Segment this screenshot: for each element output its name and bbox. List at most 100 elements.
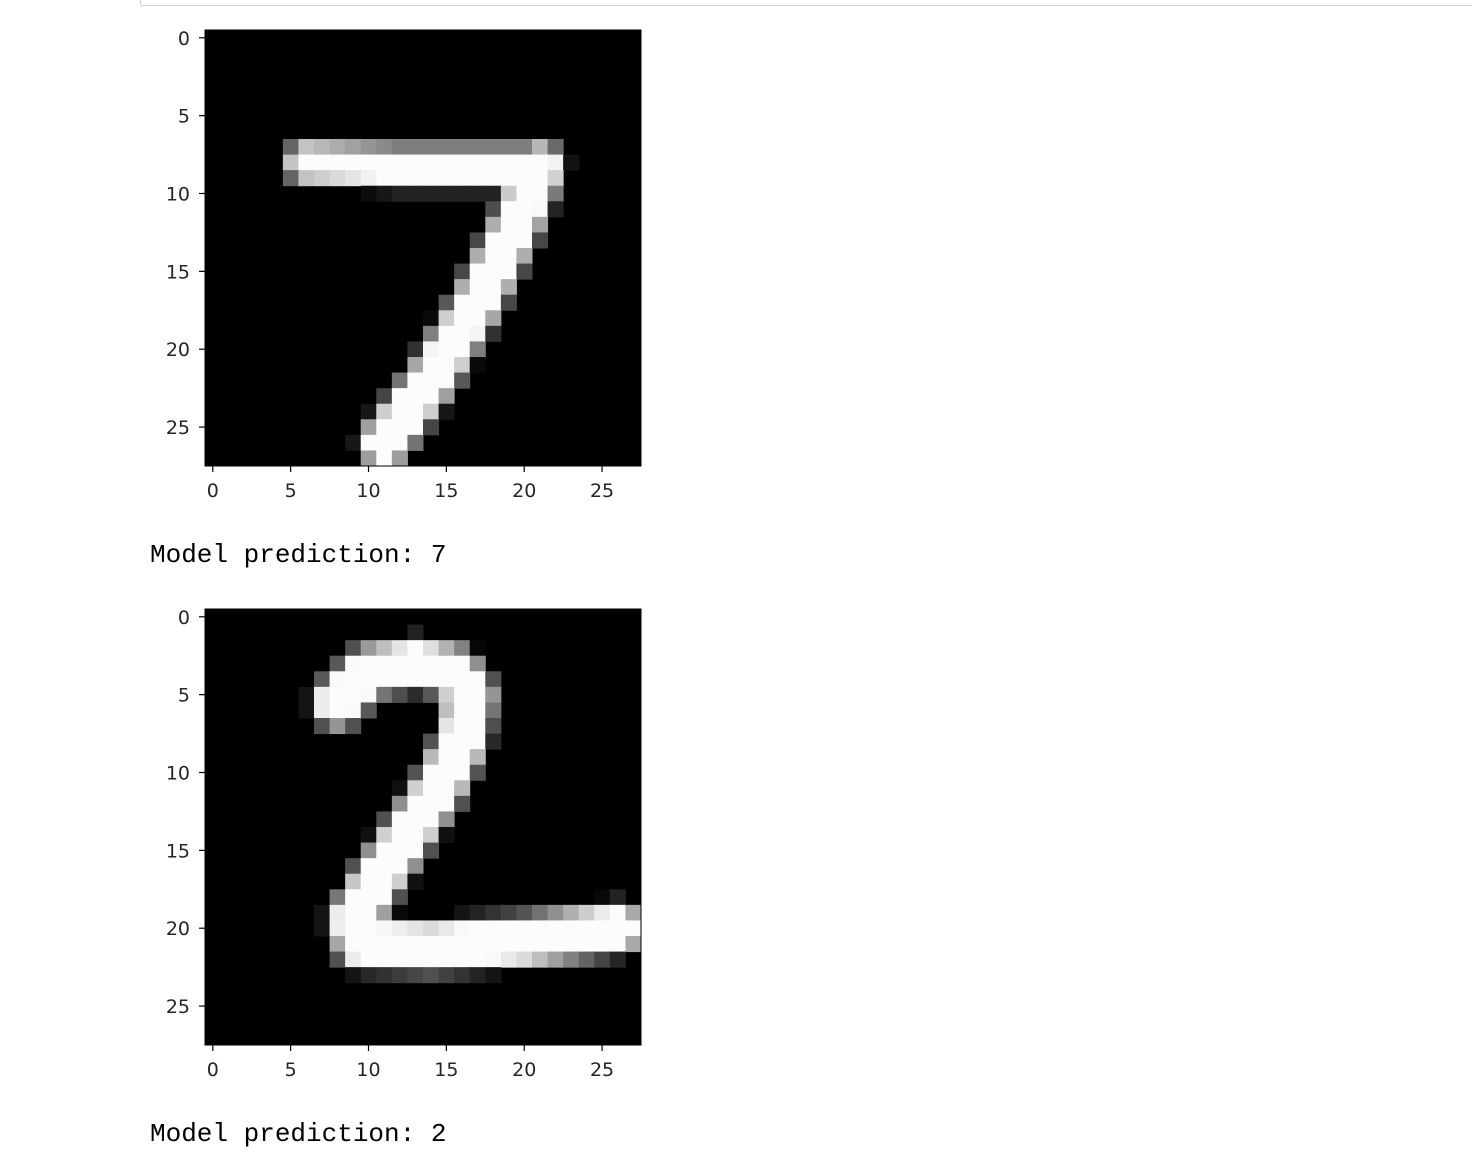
heatmap-cell	[454, 718, 471, 735]
heatmap-cell	[469, 310, 486, 327]
heatmap-cell	[360, 185, 377, 202]
heatmap-cell	[345, 655, 362, 672]
heatmap-cell	[345, 873, 362, 890]
heatmap-cell	[469, 279, 486, 296]
heatmap-cell	[532, 185, 549, 202]
heatmap-cell	[454, 795, 471, 812]
heatmap-cell	[454, 170, 471, 187]
heatmap-cell	[485, 279, 502, 296]
heatmap-cell	[423, 811, 440, 828]
y-tick-label: 20	[166, 918, 190, 940]
heatmap-cell	[454, 780, 471, 797]
heatmap-cell	[391, 967, 408, 984]
heatmap-cell	[423, 967, 440, 984]
heatmap-cell	[329, 655, 346, 672]
heatmap-cell	[360, 858, 377, 875]
heatmap-cell	[438, 294, 455, 311]
heatmap-cell	[516, 936, 533, 953]
heatmap-cell	[547, 154, 564, 171]
heatmap-cell	[516, 232, 533, 249]
heatmap-cell	[485, 216, 502, 233]
heatmap-cell	[407, 858, 424, 875]
heatmap-cell	[423, 357, 440, 374]
heatmap-cell	[360, 920, 377, 937]
heatmap-cell	[407, 764, 424, 781]
heatmap-cell	[532, 216, 549, 233]
heatmap-cell	[469, 749, 486, 766]
heatmap-cell	[469, 185, 486, 202]
heatmap-cell	[516, 216, 533, 233]
heatmap-cell	[500, 201, 517, 218]
heatmap-cell	[407, 967, 424, 984]
heatmap-cell	[360, 936, 377, 953]
heatmap-cell	[469, 640, 486, 657]
heatmap-cell	[376, 640, 393, 657]
heatmap-cell	[345, 936, 362, 953]
heatmap-cell	[360, 951, 377, 968]
heatmap-cell	[329, 139, 346, 156]
heatmap-cell	[438, 403, 455, 420]
heatmap-cell	[469, 357, 486, 374]
heatmap-cell	[454, 341, 471, 358]
heatmap-cell	[563, 904, 580, 921]
heatmap-cell	[454, 671, 471, 688]
heatmap-cell	[423, 780, 440, 797]
heatmap-cell	[329, 154, 346, 171]
heatmap-cell	[438, 655, 455, 672]
heatmap-cell	[423, 139, 440, 156]
heatmap-cell	[469, 294, 486, 311]
heatmap-cell	[376, 450, 393, 467]
heatmap-cell	[360, 967, 377, 984]
heatmap-cell	[438, 749, 455, 766]
heatmap-cell	[360, 827, 377, 844]
heatmap-cell	[391, 671, 408, 688]
heatmap-cell	[547, 920, 564, 937]
heatmap-cell	[407, 154, 424, 171]
heatmap-cell	[391, 403, 408, 420]
heatmap-cell	[438, 185, 455, 202]
heatmap-cell	[391, 686, 408, 703]
heatmap-cell	[594, 951, 611, 968]
x-tick-label: 15	[434, 1059, 458, 1081]
heatmap-cell	[376, 920, 393, 937]
heatmap-cell	[345, 170, 362, 187]
digit-7-heatmap: 0 5 10 15 20 25 0 5 10 15 20 25	[166, 28, 642, 502]
heatmap-cell	[376, 170, 393, 187]
digit-image-plot-1: 0 5 10 15 20 25 0 5 10 15 20 25	[150, 26, 670, 506]
heatmap-cell	[314, 154, 331, 171]
heatmap-cell	[500, 185, 517, 202]
heatmap-cell	[423, 842, 440, 859]
x-tick-label: 10	[356, 480, 380, 502]
heatmap-cell	[345, 702, 362, 719]
heatmap-cell	[391, 434, 408, 451]
heatmap-cell	[391, 655, 408, 672]
heatmap-cell	[391, 419, 408, 436]
heatmap-cell	[314, 170, 331, 187]
heatmap-cell	[345, 951, 362, 968]
heatmap-cell	[516, 920, 533, 937]
heatmap-cell	[407, 185, 424, 202]
heatmap-cell	[516, 185, 533, 202]
heatmap-cell	[376, 388, 393, 405]
heatmap-cell	[376, 967, 393, 984]
heatmap-cell	[454, 325, 471, 342]
heatmap-cell	[407, 920, 424, 937]
heatmap-cell	[345, 686, 362, 703]
heatmap-cell	[438, 827, 455, 844]
y-tick-label: 5	[178, 106, 190, 128]
heatmap-cell	[485, 263, 502, 280]
heatmap-cell	[454, 951, 471, 968]
heatmap-cell	[438, 139, 455, 156]
heatmap-cell	[438, 920, 455, 937]
heatmap-cell	[500, 920, 517, 937]
heatmap-cell	[376, 655, 393, 672]
heatmap-cell	[532, 201, 549, 218]
heatmap-cell	[391, 904, 408, 921]
heatmap-cell	[547, 139, 564, 156]
heatmap-cell	[282, 170, 299, 187]
heatmap-cell	[360, 640, 377, 657]
heatmap-cell	[454, 640, 471, 657]
x-tick-label: 20	[512, 1059, 536, 1081]
heatmap-cell	[407, 655, 424, 672]
heatmap-cell	[360, 655, 377, 672]
